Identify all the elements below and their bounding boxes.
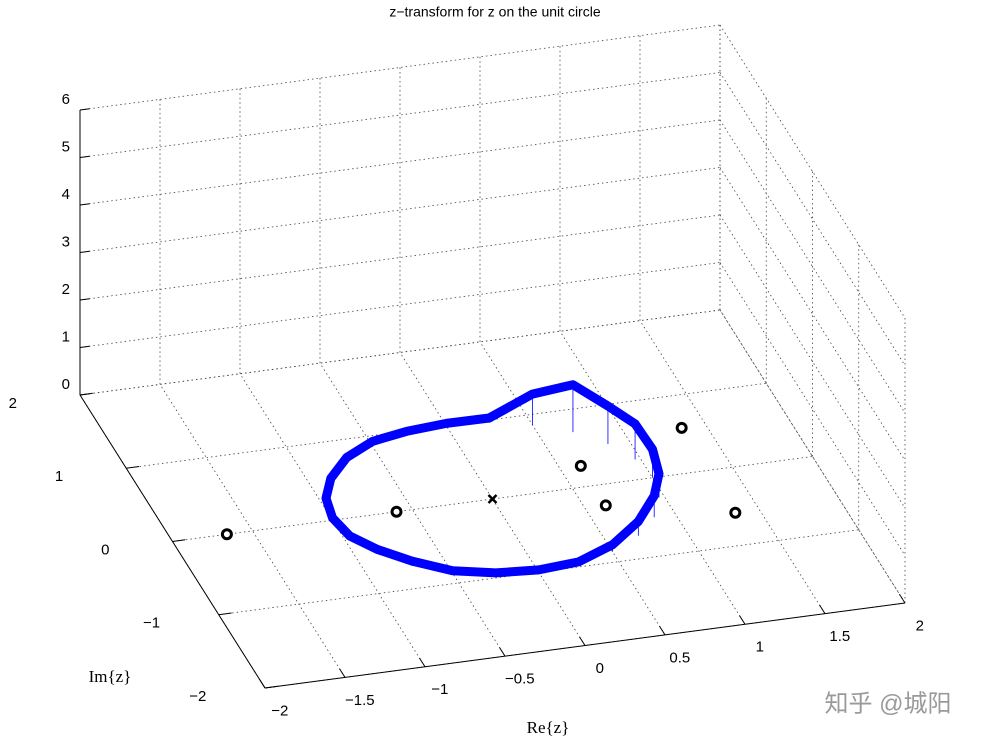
pole-marker xyxy=(487,494,498,504)
grid-line xyxy=(159,384,346,678)
y-axis-label: Im{z} xyxy=(89,667,132,686)
zero-marker xyxy=(390,505,403,518)
z-tick-label: 5 xyxy=(62,138,70,155)
z-tick-label: 2 xyxy=(62,281,70,298)
x-tick-label: 1 xyxy=(756,639,764,656)
tick-mark xyxy=(79,345,90,348)
x-tick-label: 0 xyxy=(596,660,604,677)
x-tick-label: 2 xyxy=(916,617,924,634)
tick-mark xyxy=(79,155,90,158)
tick-mark xyxy=(339,668,346,678)
z-tick-label: 0 xyxy=(62,376,70,393)
zero-marker xyxy=(729,506,742,519)
axis-line xyxy=(79,394,266,689)
grid-line xyxy=(319,362,506,657)
x-tick-label: −1 xyxy=(431,681,448,698)
z-tick-label: 1 xyxy=(62,328,70,345)
x-tick-label: 1.5 xyxy=(829,628,850,645)
grid-line xyxy=(719,24,906,319)
y-tick-label: 2 xyxy=(9,395,17,412)
grid-line xyxy=(719,309,906,604)
tick-mark xyxy=(79,203,90,206)
tick-mark xyxy=(218,612,232,616)
zero-marker xyxy=(574,459,587,472)
tick-mark xyxy=(79,108,90,111)
x-tick-label: −1.5 xyxy=(345,692,375,709)
magnitude-curve xyxy=(321,380,664,578)
tick-mark xyxy=(79,393,90,396)
chart-title: z−transform for z on the unit circle xyxy=(389,4,600,20)
tick-mark xyxy=(79,298,90,301)
x-tick-label: 0.5 xyxy=(669,649,690,666)
x-tick-label: −0.5 xyxy=(505,671,535,688)
x-tick-label: −2 xyxy=(271,702,288,719)
z-tick-label: 3 xyxy=(62,233,70,250)
grid-line xyxy=(559,331,746,625)
y-tick-label: 1 xyxy=(55,468,63,485)
y-tick-label: −2 xyxy=(189,688,206,705)
grid-line xyxy=(399,352,586,646)
tick-mark xyxy=(79,250,90,253)
grid-line xyxy=(719,167,906,461)
z-tick-label: 4 xyxy=(62,186,70,203)
tick-mark xyxy=(126,466,140,469)
tick-mark xyxy=(172,539,186,542)
tick-mark xyxy=(819,604,826,614)
y-tick-label: 0 xyxy=(101,541,109,558)
zero-marker xyxy=(599,499,612,512)
tick-mark xyxy=(419,657,426,668)
grid-line xyxy=(639,320,826,614)
z-tick-label: 6 xyxy=(62,91,70,108)
watermark: 知乎 @城阳 xyxy=(824,690,951,717)
zero-marker xyxy=(220,528,233,541)
tick-mark xyxy=(579,636,586,646)
zero-marker xyxy=(675,421,688,434)
grid-line xyxy=(719,119,906,414)
grid-line xyxy=(239,373,426,667)
tick-mark xyxy=(659,625,666,636)
tick-mark xyxy=(499,647,506,657)
x-axis-label: Re{z} xyxy=(527,718,570,737)
tick-mark xyxy=(739,615,746,625)
grid-line xyxy=(719,214,906,509)
grid-line xyxy=(719,72,906,366)
axis-line xyxy=(264,602,906,689)
grid-line xyxy=(719,309,906,604)
grid-line xyxy=(479,341,666,636)
y-tick-label: −1 xyxy=(143,615,160,632)
grid-line xyxy=(719,262,906,556)
